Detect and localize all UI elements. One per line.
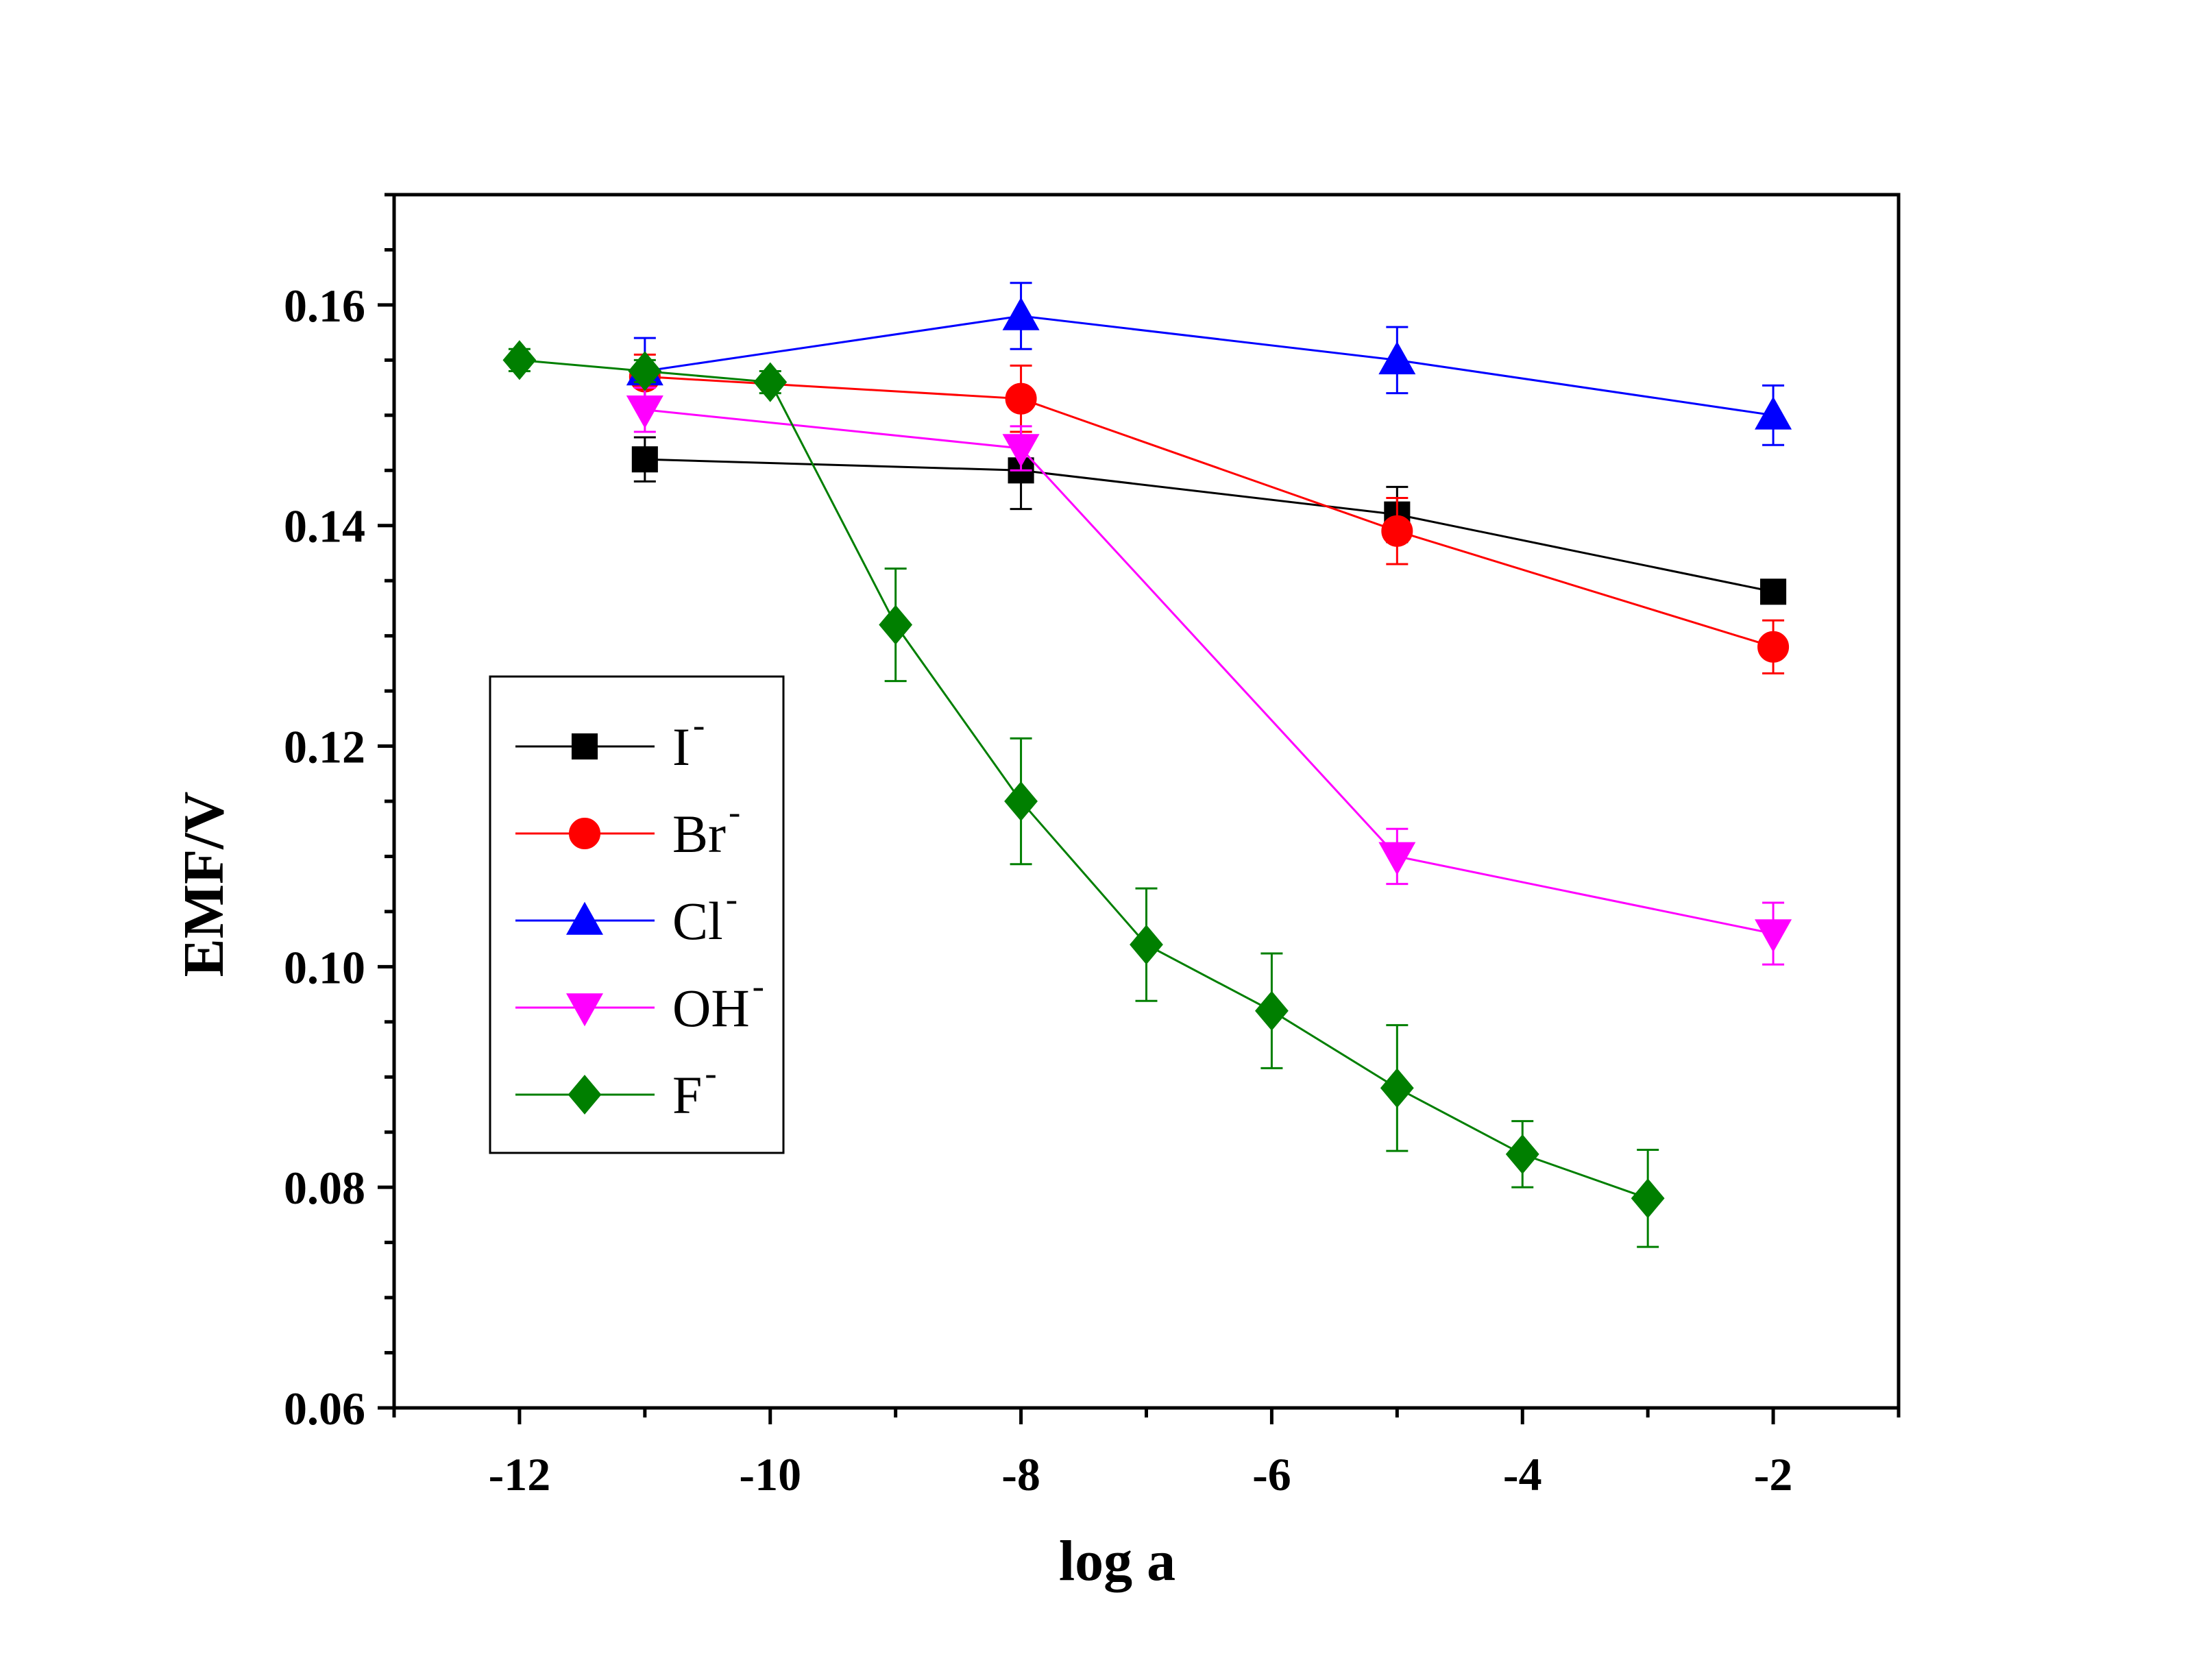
legend-label: OH xyxy=(672,978,750,1038)
legend-item-oh: OH - xyxy=(515,967,764,1038)
series-i xyxy=(631,430,1787,605)
data-point xyxy=(1380,1068,1414,1108)
series-layer xyxy=(502,282,1792,1248)
legend-box xyxy=(489,675,785,1154)
legend-label-superscript: - xyxy=(705,1054,716,1093)
series-f xyxy=(502,340,1665,1248)
x-tick-label: -6 xyxy=(1252,1448,1291,1500)
legend-marker xyxy=(569,818,600,849)
y-axis: 0.06 0.08 0.10 0.12 0.14 0.16 xyxy=(284,193,394,1435)
legend-item-cl: Cl - xyxy=(515,880,738,951)
legend-label-superscript: - xyxy=(693,706,705,745)
y-tick-label: 0.12 xyxy=(284,721,365,773)
series-line xyxy=(644,458,1774,593)
y-tick-label: 0.10 xyxy=(284,941,365,993)
y-tick-label: 0.06 xyxy=(284,1383,365,1435)
data-point xyxy=(1631,1178,1665,1219)
legend-marker xyxy=(565,993,604,1027)
series-br xyxy=(629,353,1790,674)
legend-item-i: I- xyxy=(515,706,705,777)
data-point xyxy=(1255,990,1289,1031)
data-point xyxy=(879,605,913,645)
data-point xyxy=(1755,396,1792,430)
data-point xyxy=(628,351,662,391)
series-line xyxy=(519,358,1648,1200)
data-point xyxy=(1002,434,1040,467)
series-line xyxy=(644,376,1774,648)
legend-label: Br xyxy=(672,804,726,864)
x-tick-label: -10 xyxy=(739,1448,801,1500)
x-tick-label: -4 xyxy=(1503,1448,1542,1500)
legend-label: I xyxy=(672,717,690,777)
legend: I -Br -Cl -OH -F - xyxy=(489,675,785,1154)
legend-label: Cl xyxy=(672,891,723,951)
series-line xyxy=(644,409,1774,935)
data-point xyxy=(1002,297,1040,330)
data-point xyxy=(1760,579,1787,605)
data-point xyxy=(626,395,663,429)
data-point xyxy=(1505,1134,1539,1174)
data-point xyxy=(1130,925,1163,965)
legend-label-superscript: - xyxy=(729,793,740,832)
legend-marker xyxy=(565,901,604,935)
legend-label: F xyxy=(672,1065,702,1125)
legend-item-br: Br - xyxy=(515,793,740,864)
y-tick-label: 0.08 xyxy=(284,1162,365,1214)
data-point xyxy=(631,446,658,473)
series-oh xyxy=(626,387,1792,966)
x-tick-label: -12 xyxy=(489,1448,551,1500)
data-point xyxy=(1004,781,1038,822)
y-tick-label: 0.16 xyxy=(284,280,365,332)
legend-marker xyxy=(571,733,598,760)
legend-label-superscript: - xyxy=(726,880,738,919)
x-axis: -12 -10 -8 -6 -4 -2 xyxy=(392,1408,1901,1500)
x-tick-label: -2 xyxy=(1754,1448,1793,1500)
data-point xyxy=(1755,919,1792,953)
x-tick-label: -8 xyxy=(1001,1448,1040,1500)
y-axis-title: EMF/V xyxy=(172,792,236,977)
data-point xyxy=(1381,515,1413,547)
data-point xyxy=(1757,631,1790,663)
data-point xyxy=(753,362,788,402)
data-point xyxy=(1378,842,1416,875)
legend-marker xyxy=(568,1074,602,1115)
legend-item-f: F- xyxy=(515,1054,717,1125)
series-line xyxy=(644,315,1774,417)
legend-label-superscript: - xyxy=(753,967,764,1006)
data-point xyxy=(502,340,537,380)
data-point xyxy=(1005,382,1037,415)
x-axis-title: log a xyxy=(1059,1529,1175,1593)
y-tick-label: 0.14 xyxy=(284,500,365,552)
data-point xyxy=(1378,341,1416,375)
series-cl xyxy=(626,282,1792,446)
